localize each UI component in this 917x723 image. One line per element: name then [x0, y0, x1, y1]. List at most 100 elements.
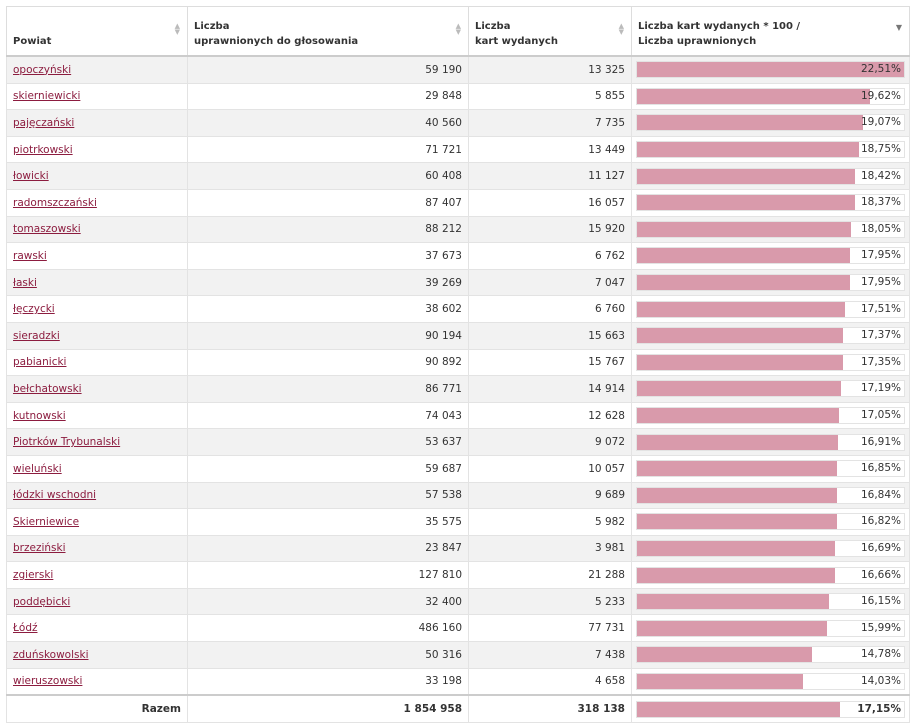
sort-icon[interactable]: ▲ ▼ — [174, 22, 180, 36]
ratio-bar: 17,37% — [636, 327, 905, 345]
ratio-cell: 17,37% — [631, 321, 910, 350]
ratio-bar-fill — [637, 434, 838, 450]
powiat-cell: bełchatowski — [6, 375, 188, 403]
uprawnieni-cell: 53 637 — [187, 428, 469, 456]
uprawnieni-cell: 60 408 — [187, 162, 469, 190]
powiat-link[interactable]: piotrkowski — [13, 143, 73, 156]
powiat-cell: łowicki — [6, 162, 188, 190]
uprawnieni-cell: 59 687 — [187, 454, 469, 483]
ratio-value: 15,99% — [860, 621, 901, 634]
ratio-bar-fill — [637, 168, 856, 184]
ratio-bar-fill — [637, 354, 843, 370]
karty-cell: 11 127 — [468, 162, 632, 190]
ratio-value: 17,95% — [860, 249, 901, 262]
powiat-cell: Skierniewice — [6, 508, 188, 536]
powiat-link[interactable]: radomszczański — [13, 196, 97, 209]
ratio-value: 16,82% — [860, 515, 901, 528]
header-uprawnieni[interactable]: Liczba uprawnionych do głosowania ▲ ▼ — [187, 6, 469, 57]
ratio-bar: 19,62% — [636, 87, 905, 105]
powiat-link[interactable]: bełchatowski — [13, 382, 82, 395]
ratio-bar: 17,05% — [636, 407, 905, 425]
powiat-link[interactable]: łaski — [13, 276, 37, 289]
ratio-cell: 14,78% — [631, 641, 910, 669]
ratio-value: 19,07% — [860, 116, 901, 129]
ratio-bar: 18,37% — [636, 194, 905, 212]
powiat-link[interactable]: pabianicki — [13, 356, 67, 369]
ratio-cell: 19,07% — [631, 109, 910, 137]
ratio-bar: 18,75% — [636, 141, 905, 159]
ratio-bar-fill — [637, 514, 837, 530]
powiat-cell: Piotrków Trybunalski — [6, 428, 188, 456]
powiat-link[interactable]: poddębicki — [13, 595, 71, 608]
ratio-cell: 17,95% — [631, 242, 910, 270]
powiat-link[interactable]: wieluński — [13, 462, 62, 475]
powiat-cell: piotrkowski — [6, 135, 188, 164]
powiat-link[interactable]: zgierski — [13, 569, 54, 582]
karty-cell: 14 914 — [468, 375, 632, 403]
powiat-link[interactable]: tomaszowski — [13, 223, 81, 236]
powiat-link[interactable]: pajęczański — [13, 116, 75, 129]
powiat-link[interactable]: Łódź — [13, 622, 38, 635]
karty-cell: 15 663 — [468, 321, 632, 350]
powiat-link[interactable]: łowicki — [13, 170, 49, 183]
powiat-link[interactable]: Piotrków Trybunalski — [13, 436, 121, 449]
ratio-bar: 15,99% — [636, 619, 905, 637]
ratio-value: 14,78% — [860, 648, 901, 661]
header-karty[interactable]: Liczba kart wydanych ▲ ▼ — [468, 6, 632, 57]
ratio-bar-fill — [637, 62, 904, 78]
ratio-cell: 17,05% — [631, 401, 910, 430]
table-row: tomaszowski 88 212 15 920 18,05% — [6, 215, 910, 244]
powiat-link[interactable]: łódzki wschodni — [13, 489, 97, 502]
ratio-bar-fill — [637, 594, 829, 610]
powiat-link[interactable]: sieradzki — [13, 329, 60, 342]
powiat-link[interactable]: rawski — [13, 249, 47, 262]
powiat-cell: wieruszowski — [6, 667, 188, 696]
powiat-link[interactable]: skierniewicki — [13, 90, 81, 103]
table-row: zgierski 127 810 21 288 16,66% — [6, 561, 910, 589]
sort-icon[interactable]: ▲ ▼ — [455, 22, 461, 36]
ratio-bar-fill — [637, 647, 813, 663]
uprawnieni-cell: 57 538 — [187, 481, 469, 510]
ratio-value: 17,37% — [860, 329, 901, 342]
total-ratio-value: 17,15% — [857, 702, 901, 715]
table-row: łódzki wschodni 57 538 9 689 16,84% — [6, 481, 910, 510]
sort-desc-icon[interactable]: ▼ — [895, 23, 902, 32]
powiat-link[interactable]: łęczycki — [13, 303, 55, 316]
karty-cell: 7 438 — [468, 641, 632, 669]
ratio-value: 18,05% — [860, 222, 901, 235]
ratio-value: 22,51% — [860, 63, 901, 76]
ratio-value: 16,69% — [860, 541, 901, 554]
ratio-cell: 16,66% — [631, 561, 910, 589]
header-powiat-label: Powiat — [13, 36, 52, 47]
total-uprawnieni: 1 854 958 — [187, 694, 469, 723]
header-ratio[interactable]: Liczba kart wydanych * 100 / Liczba upra… — [631, 6, 910, 57]
ratio-bar-fill — [637, 88, 870, 104]
ratio-value: 17,35% — [860, 355, 901, 368]
powiat-cell: poddębicki — [6, 587, 188, 616]
powiat-link[interactable]: Skierniewice — [13, 515, 80, 528]
ratio-bar-fill — [637, 567, 835, 583]
powiat-link[interactable]: zduńskowolski — [13, 648, 89, 661]
powiat-cell: kutnowski — [6, 401, 188, 430]
uprawnieni-cell: 40 560 — [187, 109, 469, 137]
ratio-bar-fill — [637, 115, 864, 131]
uprawnieni-cell: 32 400 — [187, 587, 469, 616]
ratio-value: 17,05% — [860, 409, 901, 422]
uprawnieni-cell: 38 602 — [187, 295, 469, 323]
powiat-cell: wieluński — [6, 454, 188, 483]
karty-cell: 3 981 — [468, 534, 632, 563]
ratio-bar: 14,78% — [636, 646, 905, 664]
ratio-cell: 18,42% — [631, 162, 910, 190]
sort-icon[interactable]: ▲ ▼ — [618, 22, 624, 36]
ratio-bar-fill — [637, 673, 804, 689]
powiat-link[interactable]: kutnowski — [13, 409, 66, 422]
powiat-link[interactable]: brzeziński — [13, 542, 66, 555]
karty-cell: 9 072 — [468, 428, 632, 456]
ratio-bar-fill — [637, 248, 850, 264]
uprawnieni-cell: 23 847 — [187, 534, 469, 563]
header-powiat[interactable]: Powiat ▲ ▼ — [6, 6, 188, 57]
powiat-link[interactable]: opoczyński — [13, 63, 72, 76]
powiat-cell: pabianicki — [6, 348, 188, 377]
powiat-link[interactable]: wieruszowski — [13, 675, 83, 688]
karty-cell: 21 288 — [468, 561, 632, 589]
